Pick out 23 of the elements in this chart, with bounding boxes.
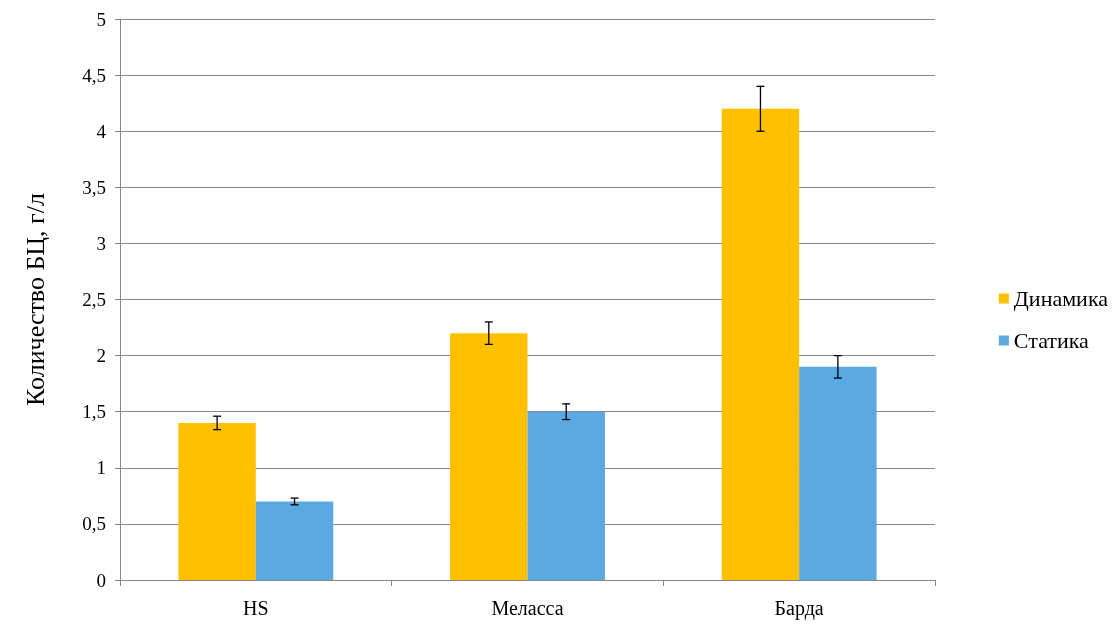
bar — [799, 366, 877, 580]
bar — [255, 501, 334, 580]
bar — [178, 422, 256, 580]
y-tick-label: 2,5 — [82, 289, 106, 310]
y-tick-label: 3 — [96, 232, 106, 254]
y-tick-label: 1,5 — [82, 401, 106, 423]
y-tick-label: 4,5 — [82, 64, 106, 86]
y-tick-label: 2 — [96, 345, 106, 367]
y-tick-label: 3,5 — [82, 176, 106, 198]
y-tick-label: 1 — [96, 457, 106, 479]
y-tick-label: 5 — [96, 8, 106, 30]
legend-label: Статика — [1013, 328, 1090, 353]
x-tick-label: Барда — [774, 597, 824, 620]
x-tick-label: HS — [243, 597, 269, 619]
y-tick-label: 4 — [96, 120, 107, 142]
bar — [450, 333, 528, 580]
y-tick-label: 0,5 — [82, 513, 106, 535]
legend-label: Динамика — [1013, 286, 1109, 311]
x-tick-label: Меласса — [491, 597, 564, 619]
y-axis-title: Количество БЦ, г/л — [20, 193, 50, 406]
bar — [527, 411, 605, 580]
y-tick-label: 0 — [96, 569, 106, 591]
bar — [721, 108, 800, 580]
